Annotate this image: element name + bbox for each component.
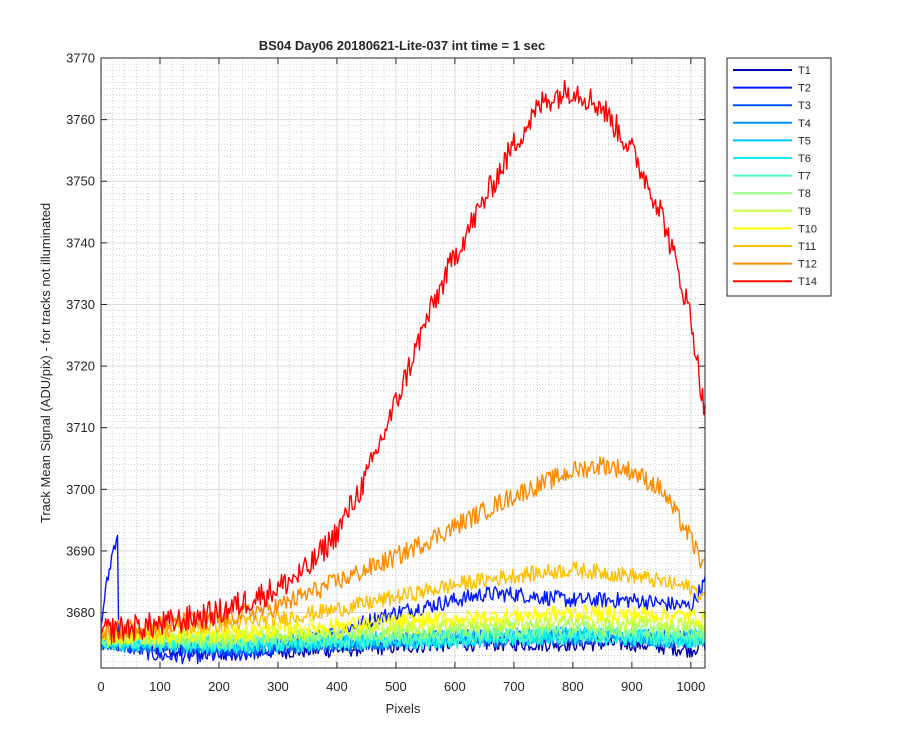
y-tick-label: 3730 [66, 297, 95, 312]
series-line-t9 [100, 613, 706, 646]
x-axis-label: Pixels [386, 701, 421, 716]
x-tick-label: 0 [97, 679, 104, 694]
x-tick-label: 1000 [676, 679, 705, 694]
legend-label-t14: T14 [798, 276, 817, 288]
y-tick-label: 3750 [66, 174, 95, 189]
x-tick-label: 800 [562, 679, 584, 694]
plot-box [100, 57, 706, 669]
y-tick-label: 3700 [66, 482, 95, 497]
x-tick-label: 700 [503, 679, 525, 694]
x-tick-label: 900 [621, 679, 643, 694]
legend-label-t4: T4 [798, 118, 811, 130]
y-tick-label: 3740 [66, 235, 95, 250]
y-tick-label: 3770 [66, 51, 95, 66]
x-tick-label: 100 [149, 679, 171, 694]
legend-label-t5: T5 [798, 135, 811, 147]
x-tick-label: 500 [385, 679, 407, 694]
x-tick-label: 200 [208, 679, 230, 694]
legend-label-t8: T8 [798, 188, 811, 200]
legend-label-t10: T10 [798, 223, 817, 235]
y-tick-label: 3690 [66, 543, 95, 558]
y-tick-label: 3760 [66, 112, 95, 127]
y-tick-label: 3680 [66, 605, 95, 620]
legend-label-t12: T12 [798, 259, 817, 271]
y-axis-label: Track Mean Signal (ADU/pix) - for tracks… [38, 203, 53, 523]
legend: T1 T2 T3 T4 T5 T6 T7 T8 T9 T10 T11 T12 T14 [726, 57, 832, 297]
legend-label-t9: T9 [798, 206, 811, 218]
legend-box [726, 57, 832, 297]
legend-label-t1: T1 [798, 65, 811, 77]
legend-label-t11: T11 [798, 241, 816, 253]
series-line-t14 [100, 79, 706, 644]
x-axis: 0 100 200 300 400 500 600 700 800 900 1000 [97, 58, 705, 694]
y-tick-label: 3710 [66, 420, 95, 435]
series-line-t2 [100, 534, 706, 665]
y-tick-label: 3720 [66, 359, 95, 374]
x-tick-label: 600 [444, 679, 466, 694]
legend-label-t6: T6 [798, 153, 811, 165]
x-tick-label: 400 [326, 679, 348, 694]
chart-title: BS04 Day06 20180621-Lite-037 int time = … [259, 38, 546, 53]
major-grid [100, 57, 705, 668]
legend-label-t2: T2 [798, 83, 811, 95]
series-line-t11 [100, 561, 706, 640]
plot-area [101, 58, 705, 668]
x-tick-label: 300 [267, 679, 289, 694]
series-layer [100, 79, 706, 665]
legend-label-t7: T7 [798, 171, 811, 183]
legend-label-t3: T3 [798, 100, 811, 112]
y-axis: 3680 3690 3700 3710 3720 3730 3740 3750 3760 3770 [66, 51, 705, 620]
